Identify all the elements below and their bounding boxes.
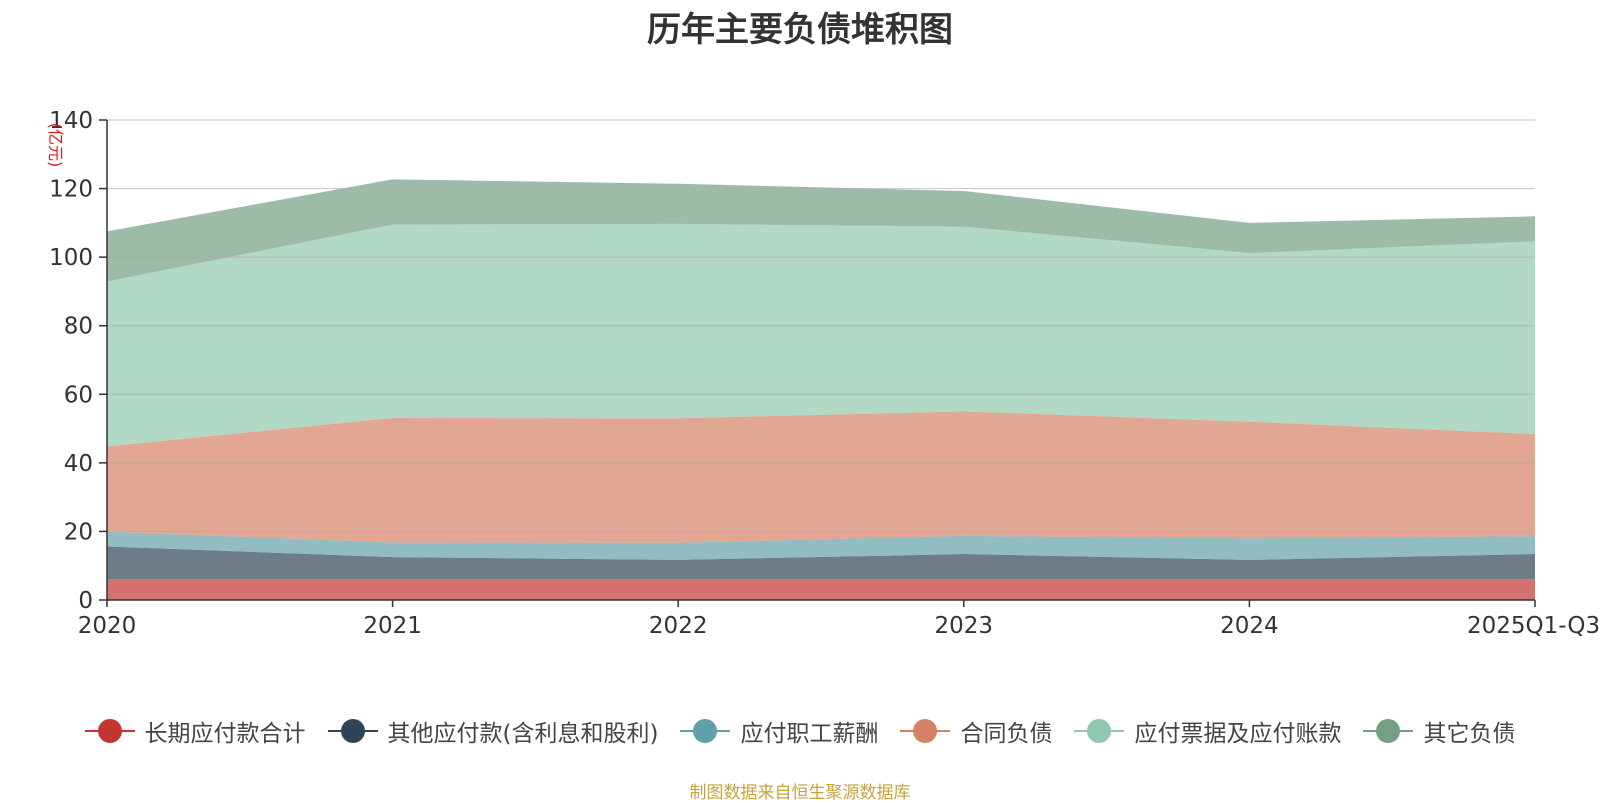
legend-marker-icon xyxy=(1363,718,1414,744)
y-tick-label: 120 xyxy=(49,177,93,203)
y-tick-label: 20 xyxy=(64,519,93,545)
y-tick-label: 100 xyxy=(49,245,93,271)
source-note: 制图数据来自恒生聚源数据库 xyxy=(689,783,911,803)
y-tick-label: 80 xyxy=(64,314,93,340)
legend-item-5[interactable]: 应付票据及应付账款 xyxy=(1074,714,1341,748)
legend-label: 其他应付款(含利息和股利) xyxy=(387,721,659,747)
legend-label: 合同负债 xyxy=(960,721,1053,747)
legend-marker-icon xyxy=(900,718,951,744)
legend: 长期应付款合计 其他应付款(含利息和股利) 应付职工薪酬 合同负债 应付票据及应付账款 其… xyxy=(0,714,1600,748)
y-axis-unit-label: (亿元) xyxy=(46,123,65,168)
area-series-5 xyxy=(107,223,1535,447)
legend-marker-icon xyxy=(1074,718,1125,744)
legend-marker-icon xyxy=(327,718,378,744)
area-series-3 xyxy=(107,531,1535,560)
legend-item-3[interactable]: 应付职工薪酬 xyxy=(680,714,878,748)
legend-item-4[interactable]: 合同负债 xyxy=(900,714,1052,748)
chart-title: 历年主要负债堆积图 xyxy=(647,10,953,50)
x-tick-label: 2024 xyxy=(1220,613,1279,639)
legend-label: 其它负债 xyxy=(1423,721,1516,747)
x-tick-label: 2021 xyxy=(363,613,422,639)
legend-item-6[interactable]: 其它负债 xyxy=(1363,714,1515,748)
legend-label: 长期应付款合计 xyxy=(144,721,306,747)
x-tick-label: 2023 xyxy=(935,613,994,639)
legend-item-2[interactable]: 其他应付款(含利息和股利) xyxy=(327,714,659,748)
y-tick-label: 60 xyxy=(64,382,93,408)
x-tick-label: 2025Q1-Q3 xyxy=(1467,613,1600,639)
area-series-6 xyxy=(107,179,1535,282)
legend-marker-icon xyxy=(84,718,135,744)
x-tick-label: 2022 xyxy=(649,613,708,639)
area-series-1 xyxy=(107,579,1535,600)
legend-label: 应付票据及应付账款 xyxy=(1134,721,1342,747)
y-tick-label: 140 xyxy=(49,108,93,134)
legend-item-1[interactable]: 长期应付款合计 xyxy=(84,714,306,748)
legend-label: 应付职工薪酬 xyxy=(740,721,879,747)
legend-marker-icon xyxy=(680,718,731,744)
y-tick-label: 0 xyxy=(78,588,93,614)
area-series-4 xyxy=(107,411,1535,543)
y-tick-label: 40 xyxy=(64,451,93,477)
area-series-2 xyxy=(107,546,1535,580)
x-tick-label: 2020 xyxy=(78,613,137,639)
